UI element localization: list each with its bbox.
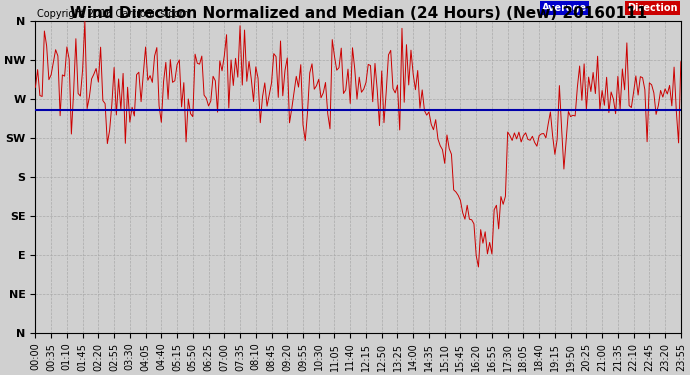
Text: Direction: Direction	[627, 3, 678, 13]
Text: Average: Average	[542, 3, 587, 13]
Text: Copyright 2016 Cartronics.com: Copyright 2016 Cartronics.com	[37, 9, 188, 19]
Title: Wind Direction Normalized and Median (24 Hours) (New) 20160111: Wind Direction Normalized and Median (24…	[70, 6, 647, 21]
